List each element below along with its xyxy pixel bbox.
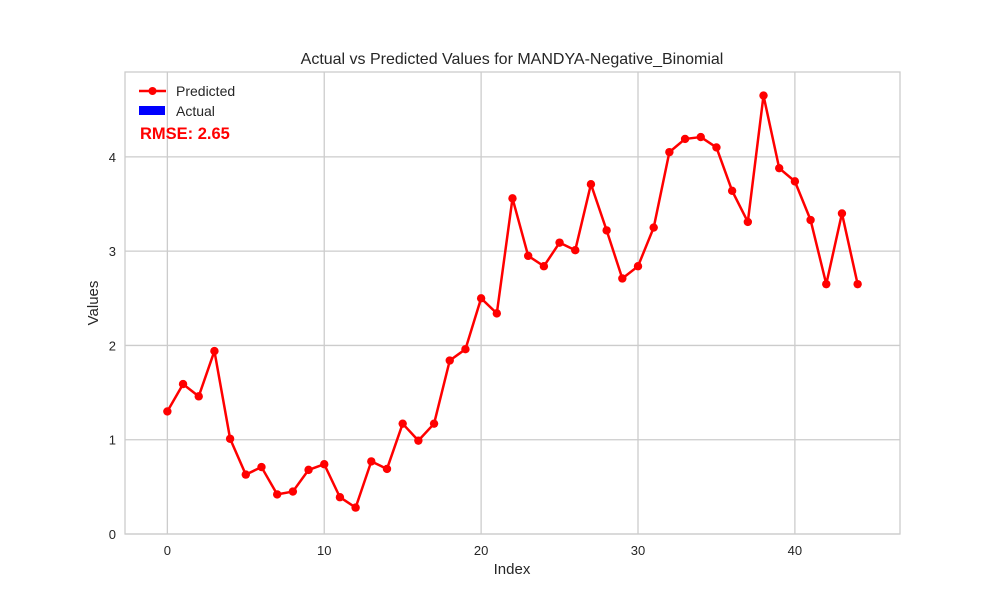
x-tick-label: 30: [631, 543, 645, 558]
predicted-point: [163, 407, 172, 416]
predicted-point: [367, 457, 376, 466]
predicted-point: [414, 436, 423, 445]
predicted-point: [225, 434, 235, 443]
predicted-point: [633, 262, 643, 271]
predicted-point: [665, 147, 674, 157]
legend-actual-label: Actual: [176, 103, 215, 119]
predicted-point: [257, 462, 266, 472]
y-tick-label: 3: [109, 244, 116, 259]
predicted-point: [461, 345, 470, 354]
predicted-point: [555, 238, 564, 247]
predicted-point: [649, 223, 658, 232]
legend-actual-swatch: [139, 106, 165, 115]
predicted-point: [790, 177, 800, 186]
x-tick-label: 40: [788, 543, 802, 558]
predicted-point: [586, 180, 596, 189]
predicted-point: [696, 132, 705, 142]
predicted-point: [178, 379, 188, 389]
y-tick-label: 2: [109, 338, 116, 353]
predicted-point: [194, 392, 203, 401]
predicted-point: [680, 134, 690, 144]
predicted-point: [618, 274, 627, 283]
y-tick-label: 0: [109, 527, 116, 542]
predicted-point: [304, 465, 313, 475]
predicted-point: [508, 194, 517, 203]
predicted-point: [351, 503, 360, 512]
predicted-point: [775, 163, 784, 173]
predicted-point: [335, 493, 345, 502]
y-axis-label: Values: [85, 281, 102, 326]
rmse-annotation: RMSE: 2.65: [140, 125, 230, 143]
predicted-point: [272, 490, 282, 499]
x-tick-label: 20: [474, 543, 488, 558]
plot-frame: [124, 71, 901, 535]
predicted-point: [320, 460, 329, 469]
predicted-point: [445, 356, 454, 365]
chart-title: Actual vs Predicted Values for MANDYA-Ne…: [301, 51, 724, 68]
y-tick-label: 4: [109, 150, 116, 165]
predicted-point: [398, 419, 407, 428]
predicted-point: [712, 143, 721, 152]
x-axis-label: Index: [494, 561, 531, 578]
predicted-point: [727, 186, 737, 195]
predicted-point: [759, 91, 768, 100]
predicted-point: [743, 217, 753, 227]
series-predicted: [163, 91, 862, 512]
predicted-point: [837, 209, 847, 218]
tick-labels: 0 10 20 30 40 0 1 2 3 4: [109, 150, 802, 558]
legend-predicted-label: Predicted: [176, 83, 235, 99]
x-tick-label: 10: [317, 543, 331, 558]
predicted-point: [539, 262, 549, 271]
y-tick-label: 1: [109, 433, 116, 448]
predicted-point: [288, 487, 298, 496]
predicted-point: [241, 470, 250, 479]
predicted-point: [210, 346, 219, 356]
x-tick-label: 0: [164, 543, 171, 558]
legend: Predicted Actual: [139, 83, 235, 119]
predicted-point: [429, 419, 439, 428]
predicted-point: [602, 226, 611, 235]
predicted-point: [476, 294, 486, 303]
predicted-point: [382, 464, 392, 474]
predicted-point: [822, 279, 831, 289]
legend-predicted-marker: [148, 87, 157, 95]
predicted-point: [492, 309, 502, 318]
predicted-point: [571, 246, 580, 255]
predicted-point: [523, 251, 533, 261]
series-layer: [163, 91, 862, 512]
predicted-point: [806, 215, 815, 225]
predicted-point: [853, 279, 862, 289]
